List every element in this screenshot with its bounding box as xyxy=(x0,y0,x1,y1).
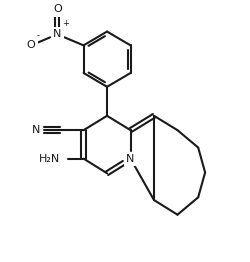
Text: N: N xyxy=(53,29,62,39)
Text: O: O xyxy=(27,40,36,50)
Text: +: + xyxy=(62,19,69,28)
Text: -: - xyxy=(36,31,40,40)
Text: H₂N: H₂N xyxy=(39,154,60,164)
Text: O: O xyxy=(53,4,62,14)
Text: N: N xyxy=(32,125,40,135)
Text: N: N xyxy=(126,154,135,164)
